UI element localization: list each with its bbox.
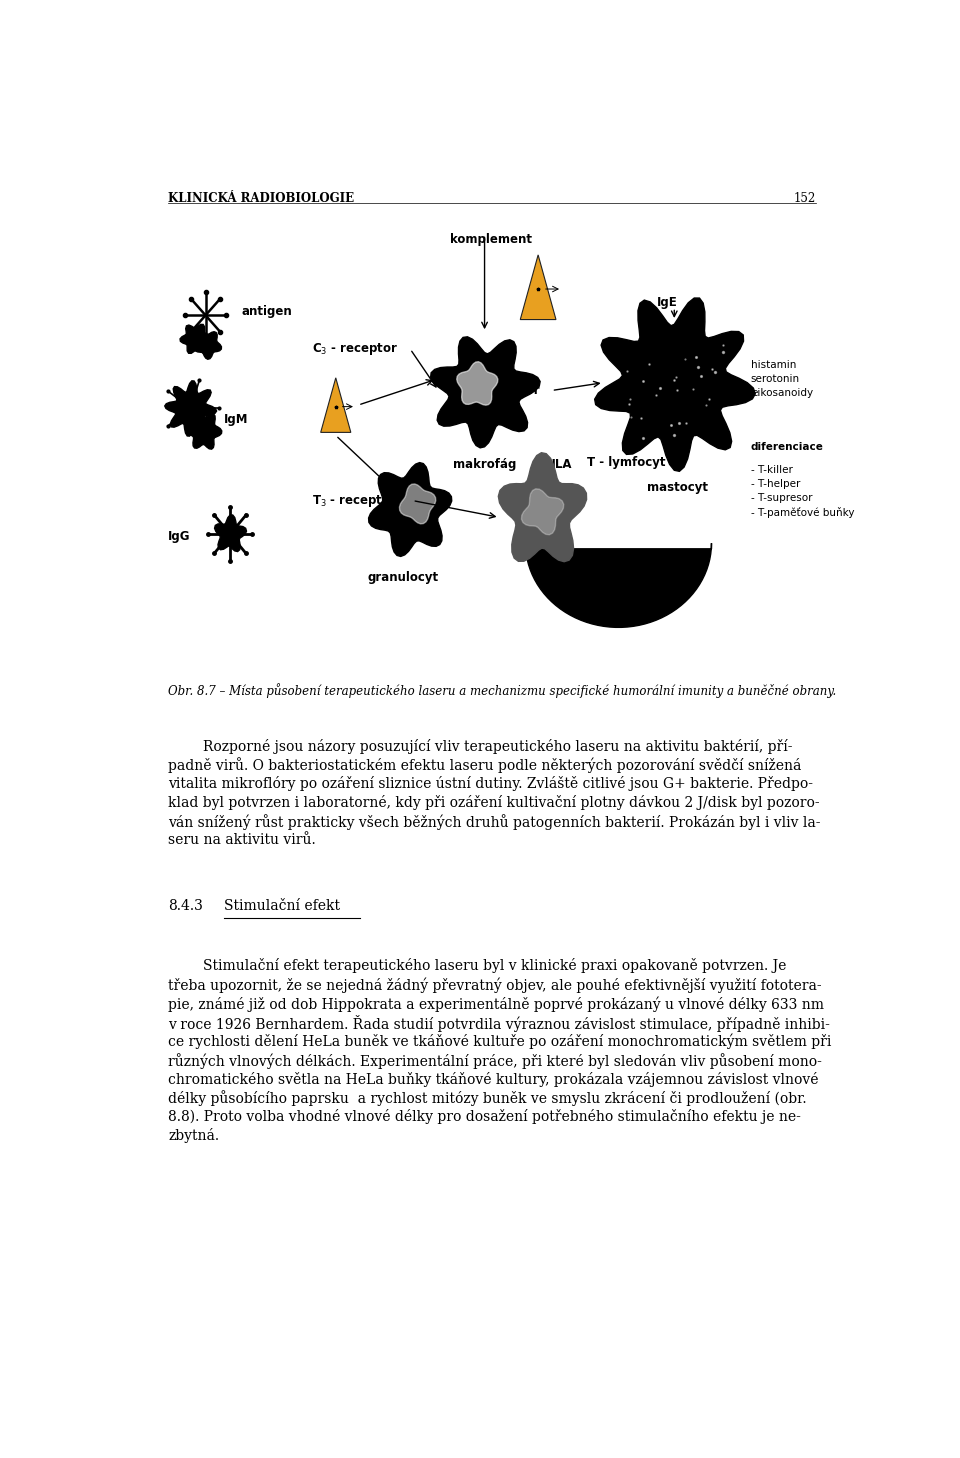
Text: padně virů. O bakteriostatickém efektu laseru podle některých pozorování svědčí : padně virů. O bakteriostatickém efektu l… bbox=[168, 757, 802, 773]
Text: seru na aktivitu virů.: seru na aktivitu virů. bbox=[168, 833, 316, 847]
Text: klad byl potvrzen i laboratorné, kdy při ozáření kultivační plotny dávkou 2 J/di: klad byl potvrzen i laboratorné, kdy při… bbox=[168, 795, 820, 811]
Polygon shape bbox=[594, 297, 756, 471]
Text: vitalita mikroflóry po ozáření sliznice ústní dutiny. Zvláště citlivé jsou G+ ba: vitalita mikroflóry po ozáření sliznice … bbox=[168, 776, 813, 792]
Text: mastocyt: mastocyt bbox=[647, 481, 708, 494]
Polygon shape bbox=[399, 484, 436, 523]
Text: IgM: IgM bbox=[225, 413, 249, 426]
Text: délky působícího paprsku  a rychlost mitózy buněk ve smyslu zkrácení či prodlouž: délky působícího paprsku a rychlost mitó… bbox=[168, 1091, 807, 1107]
Polygon shape bbox=[180, 324, 212, 353]
Text: Obr. 8.7 – Místa působení terapeutického laseru a mechanizmu specifické humoráln: Obr. 8.7 – Místa působení terapeutického… bbox=[168, 684, 836, 698]
Polygon shape bbox=[165, 381, 217, 436]
Text: ce rychlosti dělení HeLa buněk ve tkáňové kultuře po ozáření monochromatickým sv: ce rychlosti dělení HeLa buněk ve tkáňov… bbox=[168, 1034, 831, 1050]
Text: 8.4.3: 8.4.3 bbox=[168, 898, 204, 913]
Polygon shape bbox=[431, 337, 540, 448]
Text: Fc-receptor: Fc-receptor bbox=[464, 383, 540, 397]
Text: komplement: komplement bbox=[450, 233, 533, 246]
Text: různých vlnových délkách. Experimentální práce, při které byl sledován vliv půso: různých vlnových délkách. Experimentální… bbox=[168, 1053, 822, 1069]
Text: ván snížený růst prakticky všech běžných druhů patogenních bakterií. Prokázán by: ván snížený růst prakticky všech běžných… bbox=[168, 814, 821, 830]
Polygon shape bbox=[186, 413, 222, 449]
Polygon shape bbox=[215, 515, 247, 551]
Polygon shape bbox=[369, 462, 452, 557]
Text: chromatického světla na HeLa buňky tkáňové kultury, prokázala vzájemnou závislos: chromatického světla na HeLa buňky tkáňo… bbox=[168, 1072, 819, 1086]
Text: Stimulační efekt: Stimulační efekt bbox=[225, 898, 340, 913]
Text: třeba upozornit, že se nejedná žádný převratný objev, ale pouhé efektivnější vyu: třeba upozornit, že se nejedná žádný pře… bbox=[168, 977, 822, 993]
Text: zbytná.: zbytná. bbox=[168, 1128, 220, 1143]
Polygon shape bbox=[520, 255, 556, 319]
Polygon shape bbox=[457, 362, 498, 405]
Text: KLINICKÁ RADIOBIOLOGIE: KLINICKÁ RADIOBIOLOGIE bbox=[168, 192, 354, 204]
Text: IgE: IgE bbox=[658, 296, 678, 309]
Text: Rozporné jsou názory posuzující vliv terapeutického laseru na aktivitu baktérií,: Rozporné jsou názory posuzující vliv ter… bbox=[168, 739, 793, 754]
Text: T$_3$ - receptor: T$_3$ - receptor bbox=[312, 493, 397, 509]
Text: makrofág: makrofág bbox=[453, 458, 516, 471]
Text: - T-killer
- T-helper
- T-supresor
- T-paměťové buňky: - T-killer - T-helper - T-supresor - T-p… bbox=[751, 465, 854, 518]
Polygon shape bbox=[194, 332, 222, 359]
Text: 8.8). Proto volba vhodné vlnové délky pro dosažení potřebného stimulačního efekt: 8.8). Proto volba vhodné vlnové délky pr… bbox=[168, 1110, 802, 1124]
Text: Stimulační efekt terapeutického laseru byl v klinické praxi opakovaně potvrzen. : Stimulační efekt terapeutického laseru b… bbox=[168, 958, 787, 974]
Text: IgG: IgG bbox=[168, 529, 191, 542]
Polygon shape bbox=[521, 488, 564, 535]
Polygon shape bbox=[498, 453, 587, 561]
Polygon shape bbox=[321, 378, 350, 433]
Text: histamin
serotonin
eikosanoidy: histamin serotonin eikosanoidy bbox=[751, 360, 813, 398]
Text: HLA: HLA bbox=[545, 458, 572, 471]
Polygon shape bbox=[525, 544, 711, 627]
Text: diferenciace: diferenciace bbox=[751, 442, 824, 452]
Text: 152: 152 bbox=[793, 192, 816, 204]
Text: granulocyt: granulocyt bbox=[367, 572, 439, 585]
Text: T - lymfocyt: T - lymfocyt bbox=[588, 456, 665, 469]
Text: v roce 1926 Bernhardem. Řada studií potvrdila výraznou závislost stimulace, příp: v roce 1926 Bernhardem. Řada studií potv… bbox=[168, 1015, 830, 1032]
Text: pie, známé již od dob Hippokrata a experimentálně poprvé prokázaný u vlnové délk: pie, známé již od dob Hippokrata a exper… bbox=[168, 996, 825, 1012]
Text: C$_3$ - receptor: C$_3$ - receptor bbox=[312, 341, 397, 357]
Text: antigen: antigen bbox=[241, 305, 292, 318]
